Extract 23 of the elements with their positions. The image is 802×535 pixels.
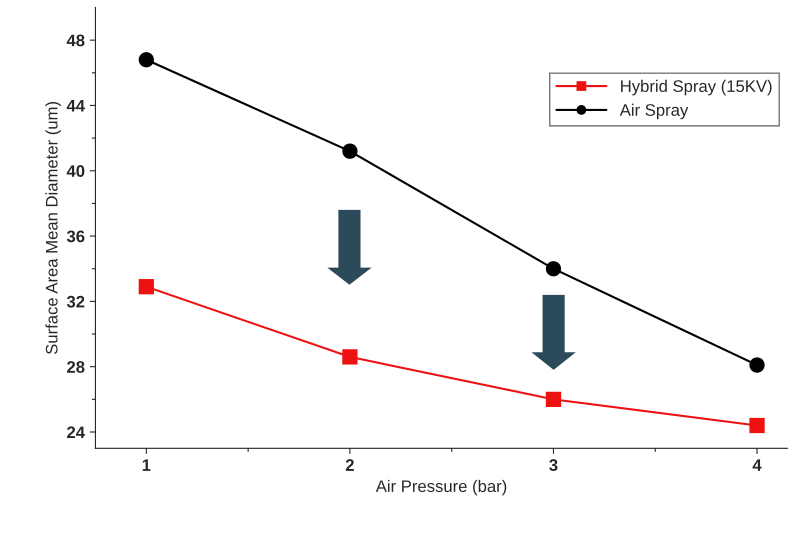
y-tick-label: 44 bbox=[66, 100, 85, 112]
x-tick-label: 1 bbox=[142, 459, 150, 471]
point bbox=[138, 279, 154, 294]
point bbox=[138, 52, 154, 68]
y-tick-label: 32 bbox=[66, 296, 84, 308]
point bbox=[342, 144, 358, 159]
y-tick-label: 48 bbox=[66, 34, 85, 46]
x-axis-title: Air Pressure (bar) bbox=[376, 480, 506, 496]
x-tick-label: 4 bbox=[752, 459, 762, 471]
legend-label: Hybrid Spray (15KV) bbox=[621, 80, 772, 96]
y-tick-label: 40 bbox=[66, 165, 84, 177]
point bbox=[546, 261, 562, 276]
legend-label: Air Spray bbox=[620, 104, 688, 120]
y-axis-title: Surface Area Mean Diameter (um) bbox=[45, 102, 61, 354]
x-tick-label: 3 bbox=[549, 459, 558, 472]
point bbox=[749, 357, 765, 373]
point bbox=[749, 418, 765, 434]
y-tick-label: 28 bbox=[67, 361, 85, 373]
point bbox=[546, 392, 562, 407]
point bbox=[342, 349, 358, 365]
y-tick-label: 36 bbox=[66, 230, 84, 242]
x-tick-label: 2 bbox=[346, 459, 354, 471]
y-tick-label: 24 bbox=[67, 426, 85, 438]
